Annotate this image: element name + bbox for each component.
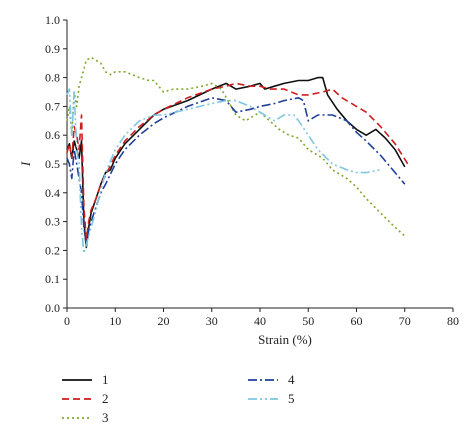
legend-label-5: 5 (288, 391, 295, 406)
y-tick-label: 0.6 (45, 128, 60, 142)
series-3-line (66, 56, 406, 237)
x-tick-label: 20 (158, 314, 170, 328)
y-tick-label: 0.7 (45, 99, 60, 113)
legend: 1 2 3 4 5 (62, 372, 295, 425)
legend-label-3: 3 (102, 410, 109, 425)
series-1-line (66, 76, 406, 249)
x-tick-label: 40 (254, 314, 266, 328)
y-tick-label: 0.4 (45, 186, 60, 200)
x-axis-title: Strain (%) (258, 332, 312, 347)
x-tick-label: 60 (351, 314, 363, 328)
y-tick-label: 0.0 (45, 301, 60, 315)
y-tick-label: 0.5 (45, 157, 60, 171)
x-tick-label: 10 (109, 314, 121, 328)
legend-label-1: 1 (102, 372, 109, 387)
y-axis-title: I (18, 161, 33, 167)
series-2-line (66, 82, 411, 240)
axes: 0.0 0.1 0.2 0.3 0.4 0.5 0.6 0.7 0.8 0.9 1.0 0 10 20 30… (45, 13, 459, 328)
series-4-line (66, 97, 406, 246)
y-tick-label: 1.0 (45, 13, 60, 27)
x-tick-label: 0 (64, 314, 70, 328)
series-layer (66, 56, 411, 255)
legend-label-2: 2 (102, 391, 109, 406)
x-tick-label: 70 (399, 314, 411, 328)
y-tick-label: 0.9 (45, 42, 60, 56)
legend-label-4: 4 (288, 372, 295, 387)
series-5-line (66, 88, 381, 255)
y-tick-label: 0.2 (45, 243, 60, 257)
x-tick-label: 30 (206, 314, 218, 328)
y-tick-label: 0.3 (45, 215, 60, 229)
x-tick-label: 50 (302, 314, 314, 328)
x-tick-label: 80 (447, 314, 459, 328)
y-tick-label: 0.8 (45, 71, 60, 85)
y-tick-label: 0.1 (45, 272, 60, 286)
